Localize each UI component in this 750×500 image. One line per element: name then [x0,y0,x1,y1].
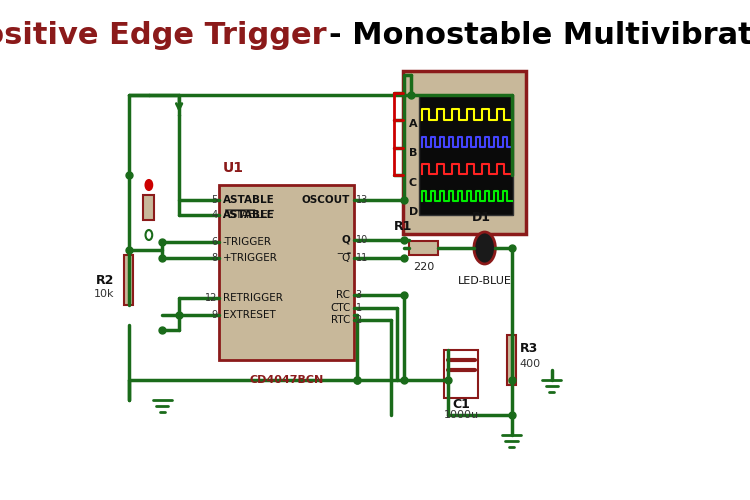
Text: +TRIGGER: +TRIGGER [223,253,278,263]
Text: LED-BLUE: LED-BLUE [458,276,512,286]
Text: U1: U1 [223,161,244,175]
Text: ̅Q̅: ̅Q̅ [342,253,350,263]
Text: RC: RC [336,290,350,300]
Text: RTC: RTC [331,315,350,325]
Text: 4: 4 [211,210,217,220]
FancyBboxPatch shape [507,335,516,385]
Text: 1000u: 1000u [443,410,478,420]
Text: A: A [409,119,418,129]
Text: C: C [409,178,417,188]
Text: -TRIGGER: -TRIGGER [223,237,272,247]
Text: EXTRESET: EXTRESET [223,310,275,320]
Text: - Monostable Multivibrator: - Monostable Multivibrator [328,20,750,50]
Text: ASTABLE: ASTABLE [223,210,268,220]
Text: 13: 13 [356,195,368,205]
Text: RETRIGGER: RETRIGGER [223,293,283,303]
Text: 3: 3 [356,290,362,300]
Text: D1: D1 [472,211,490,224]
Text: R3: R3 [520,342,538,354]
Text: 8: 8 [211,253,217,263]
Text: C1: C1 [452,398,470,411]
Text: 6: 6 [211,237,217,247]
Text: 220: 220 [413,262,434,272]
Text: R2: R2 [95,274,114,286]
Text: ASTABLE̅: ASTABLE̅ [223,210,274,220]
Text: R1: R1 [394,220,412,233]
Text: 2: 2 [356,315,362,325]
Text: 11: 11 [356,253,368,263]
Text: 12: 12 [205,293,218,303]
FancyBboxPatch shape [403,71,526,234]
Text: 9: 9 [211,310,217,320]
Text: OSCOUT: OSCOUT [302,195,350,205]
FancyBboxPatch shape [124,255,134,305]
Text: 5: 5 [211,195,218,205]
Text: 10k: 10k [94,289,114,299]
FancyBboxPatch shape [410,241,438,255]
Text: 10: 10 [356,235,368,245]
FancyBboxPatch shape [143,195,154,220]
Circle shape [146,180,152,190]
Text: CTC: CTC [330,303,350,313]
Text: ASTABLE: ASTABLE [223,195,274,205]
Circle shape [474,232,496,264]
Text: B: B [409,148,417,158]
Text: Q: Q [341,235,350,245]
Text: CD4047BCN: CD4047BCN [250,375,324,385]
Text: Positive Edge Trigger: Positive Edge Trigger [0,20,327,50]
FancyBboxPatch shape [220,185,354,360]
Text: 1: 1 [356,303,362,313]
Text: D: D [409,207,418,217]
FancyBboxPatch shape [419,95,513,215]
Text: 400: 400 [520,359,541,369]
